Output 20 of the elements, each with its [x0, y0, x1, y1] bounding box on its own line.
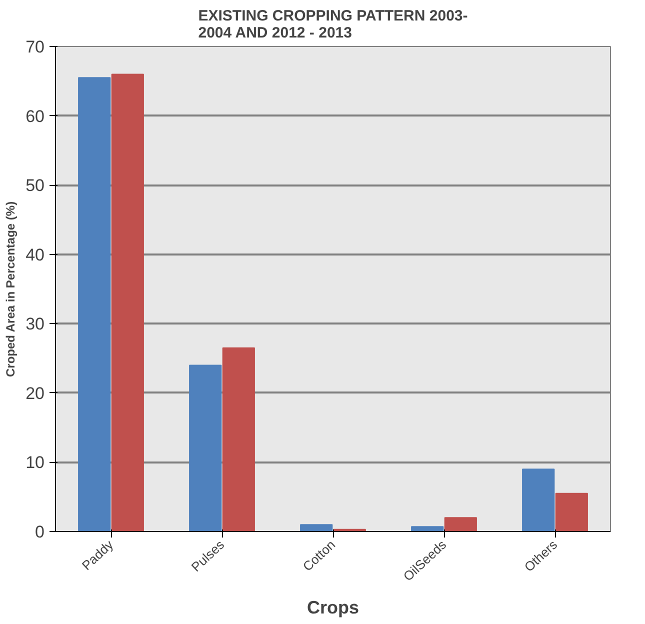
bar: [522, 468, 555, 532]
x-axis-title: Crops: [307, 597, 360, 618]
y-tick-label: 30: [26, 314, 45, 334]
bar: [411, 526, 444, 532]
y-tick-label: 10: [26, 453, 45, 472]
bar: [111, 74, 144, 532]
bar: [189, 364, 222, 532]
chart-title: EXISTING CROPPING PATTERN 2003- 2004 AND 2012 - 2013: [198, 8, 468, 42]
bar: [300, 524, 333, 532]
y-tick-label: 70: [26, 38, 45, 56]
bar: [222, 347, 255, 532]
y-tick-label: 0: [35, 522, 45, 542]
bar: [555, 492, 588, 532]
y-tick-label: 50: [26, 176, 45, 196]
bar: [78, 77, 111, 532]
y-axis-title: Croped Area in Percentage (%): [4, 201, 18, 378]
y-tick-label: 20: [26, 384, 45, 403]
y-tick-label: 60: [26, 106, 45, 126]
bar: [444, 517, 477, 532]
y-tick-label: 40: [26, 245, 45, 264]
